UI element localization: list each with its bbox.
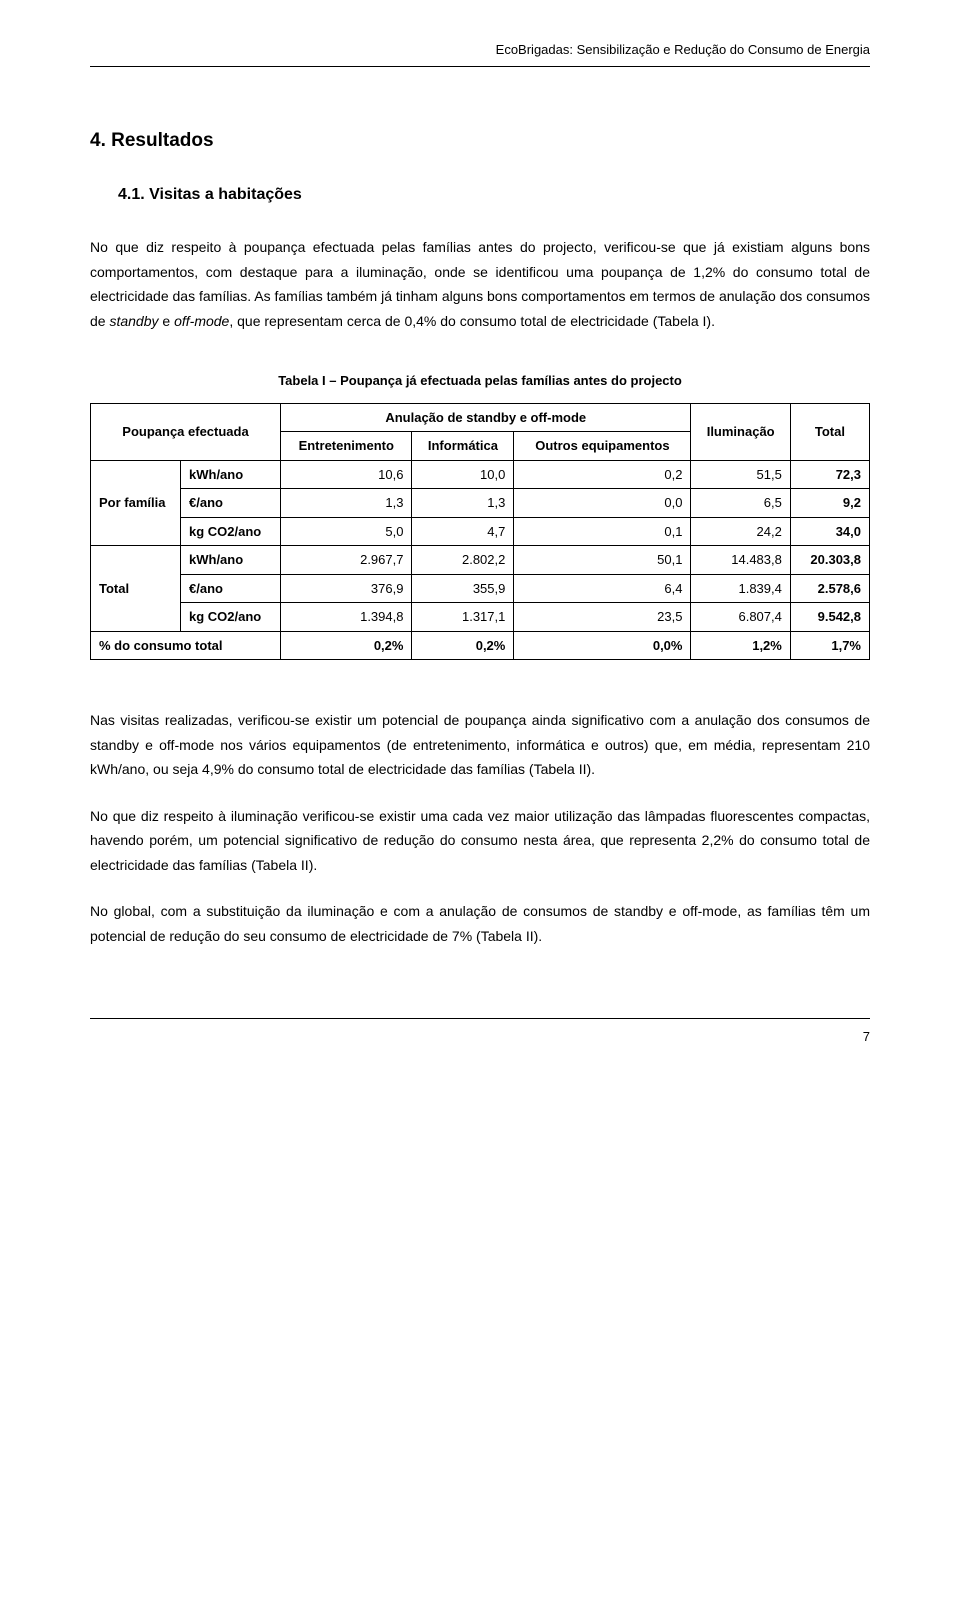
- table-row: Por famíliakWh/ano10,610,00,251,572,3: [91, 460, 870, 489]
- cell-value: 0,0: [514, 489, 691, 518]
- running-head: EcoBrigadas: Sensibilização e Redução do…: [90, 40, 870, 60]
- metric-label: kg CO2/ano: [181, 517, 281, 546]
- group-label: Por família: [91, 460, 181, 546]
- cell-value: 1,3: [412, 489, 514, 518]
- cell-value: 1.394,8: [281, 603, 412, 632]
- cell-value: 6.807,4: [691, 603, 790, 632]
- cell-value: 9,2: [790, 489, 869, 518]
- col-outros: Outros equipamentos: [514, 432, 691, 461]
- col-total: Total: [790, 403, 869, 460]
- cell-value: 4,7: [412, 517, 514, 546]
- metric-label: kg CO2/ano: [181, 603, 281, 632]
- cell-value: 23,5: [514, 603, 691, 632]
- cell-value: 0,2: [514, 460, 691, 489]
- cell-value: 24,2: [691, 517, 790, 546]
- metric-label: kWh/ano: [181, 546, 281, 575]
- cell-value: 0,2%: [412, 631, 514, 660]
- col-iluminacao: Iluminação: [691, 403, 790, 460]
- cell-value: 5,0: [281, 517, 412, 546]
- cell-value: 9.542,8: [790, 603, 869, 632]
- page-number: 7: [90, 1027, 870, 1047]
- table-row: €/ano1,31,30,06,59,2: [91, 489, 870, 518]
- table-ref: Tabela II: [256, 857, 309, 873]
- text: ).: [587, 761, 596, 777]
- table-poupanca: Poupança efectuada Anulação de standby e…: [90, 403, 870, 661]
- cell-value: 2.802,2: [412, 546, 514, 575]
- text: ).: [706, 313, 715, 329]
- table-row: €/ano376,9355,96,41.839,42.578,6: [91, 574, 870, 603]
- text: Nas visitas realizadas, verificou-se exi…: [90, 712, 870, 777]
- cell-value: 2.967,7: [281, 546, 412, 575]
- cell-value: 10,0: [412, 460, 514, 489]
- table-ref: Tabela II: [481, 928, 534, 944]
- table-row: TotalkWh/ano2.967,72.802,250,114.483,820…: [91, 546, 870, 575]
- paragraph-3: No que diz respeito à iluminação verific…: [90, 804, 870, 878]
- paragraph-4: No global, com a substituição da ilumina…: [90, 899, 870, 948]
- cell-value: 6,4: [514, 574, 691, 603]
- stub-header: Poupança efectuada: [91, 403, 281, 460]
- top-rule: [90, 66, 870, 67]
- cell-value: 34,0: [790, 517, 869, 546]
- cell-value: 72,3: [790, 460, 869, 489]
- paragraph-1: No que diz respeito à poupança efectuada…: [90, 235, 870, 333]
- metric-label: kWh/ano: [181, 460, 281, 489]
- subsection-heading: 4.1. Visitas a habitações: [118, 183, 870, 207]
- cell-value: 2.578,6: [790, 574, 869, 603]
- text: No que diz respeito à iluminação verific…: [90, 808, 870, 873]
- table-ref: Tabela II: [534, 761, 587, 777]
- bottom-rule: [90, 1018, 870, 1019]
- cell-value: 51,5: [691, 460, 790, 489]
- metric-label: €/ano: [181, 489, 281, 518]
- cell-value: 0,1: [514, 517, 691, 546]
- italic-term: off-mode: [174, 313, 229, 329]
- cell-value: 376,9: [281, 574, 412, 603]
- text: e: [159, 313, 175, 329]
- cell-value: 0,2%: [281, 631, 412, 660]
- cell-value: 1.317,1: [412, 603, 514, 632]
- cell-value: 355,9: [412, 574, 514, 603]
- footer-label: % do consumo total: [91, 631, 281, 660]
- cell-value: 1,7%: [790, 631, 869, 660]
- col-entretenimento: Entretenimento: [281, 432, 412, 461]
- text: ).: [534, 928, 543, 944]
- cell-value: 14.483,8: [691, 546, 790, 575]
- cell-value: 0,0%: [514, 631, 691, 660]
- table-row: kg CO2/ano1.394,81.317,123,56.807,49.542…: [91, 603, 870, 632]
- paragraph-2: Nas visitas realizadas, verificou-se exi…: [90, 708, 870, 782]
- italic-term: standby: [109, 313, 158, 329]
- text: , que representam cerca de 0,4% do consu…: [229, 313, 657, 329]
- table-row: kg CO2/ano5,04,70,124,234,0: [91, 517, 870, 546]
- cell-value: 20.303,8: [790, 546, 869, 575]
- cell-value: 1.839,4: [691, 574, 790, 603]
- cell-value: 1,3: [281, 489, 412, 518]
- cell-value: 1,2%: [691, 631, 790, 660]
- table-caption: Tabela I – Poupança já efectuada pelas f…: [90, 371, 870, 391]
- cell-value: 50,1: [514, 546, 691, 575]
- cell-value: 10,6: [281, 460, 412, 489]
- cell-value: 6,5: [691, 489, 790, 518]
- metric-label: €/ano: [181, 574, 281, 603]
- table-row-footer: % do consumo total0,2%0,2%0,0%1,2%1,7%: [91, 631, 870, 660]
- span-header: Anulação de standby e off-mode: [281, 403, 691, 432]
- col-informatica: Informática: [412, 432, 514, 461]
- text: ).: [309, 857, 318, 873]
- table-ref: Tabela I: [657, 313, 706, 329]
- group-label: Total: [91, 546, 181, 632]
- section-heading: 4. Resultados: [90, 127, 870, 156]
